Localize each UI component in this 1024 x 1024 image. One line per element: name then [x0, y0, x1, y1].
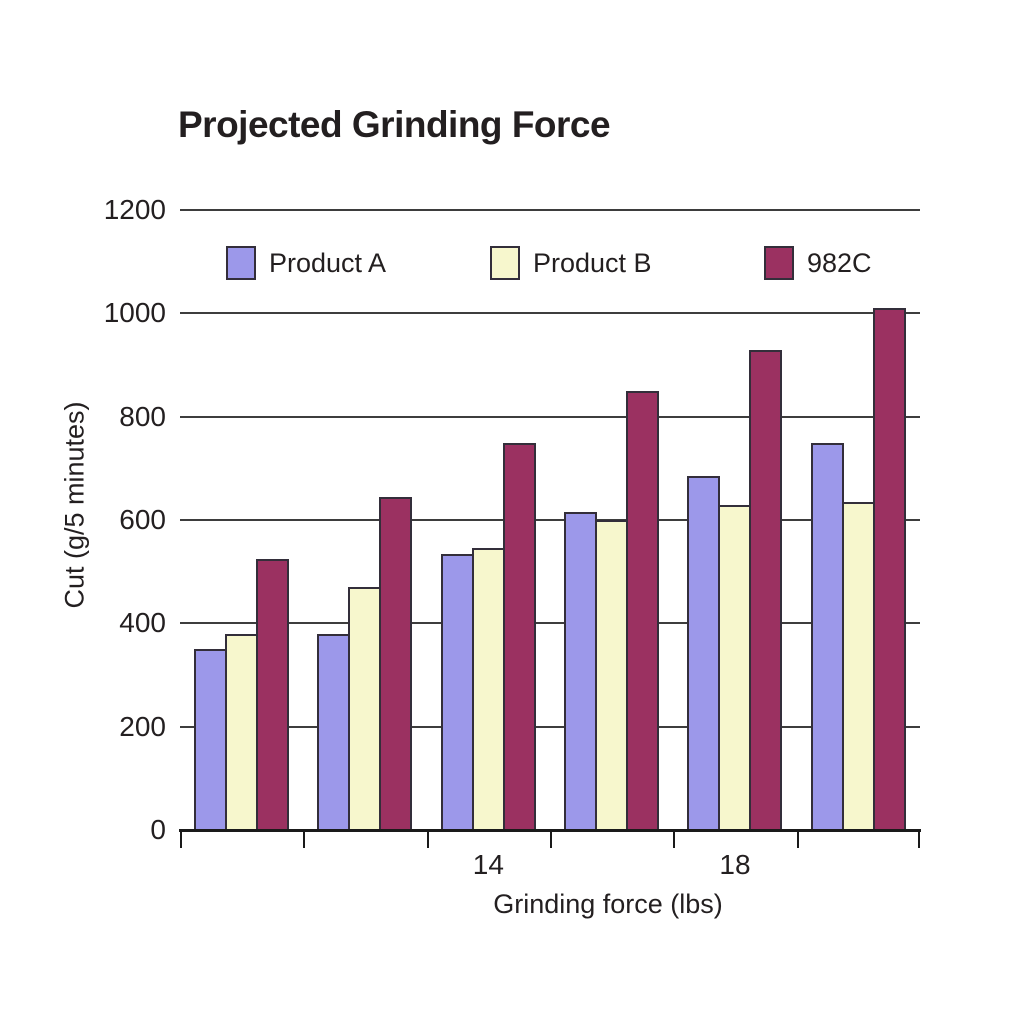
gridline-800 — [180, 415, 920, 418]
bar-product-a-group4 — [564, 512, 597, 832]
x-tick-6 — [918, 831, 920, 848]
x-tick-2 — [426, 831, 429, 848]
bar-product-b-group6 — [841, 501, 875, 832]
legend-swatch-icon — [490, 246, 520, 280]
bar-982c-group5 — [749, 349, 783, 832]
chart-title: Projected Grinding Force — [178, 104, 611, 145]
y-tick-label-1200: 1200 — [103, 194, 166, 225]
x-tick-0 — [180, 831, 182, 848]
legend-item-982c: 982C — [764, 246, 872, 280]
bar-982c-group2 — [379, 496, 413, 832]
bar-product-b-group2 — [348, 587, 382, 832]
bar-product-a-group1 — [194, 649, 227, 832]
bar-product-b-group4 — [595, 520, 628, 832]
y-tick-label-0: 0 — [150, 814, 166, 845]
y-axis-label: Cut (g/5 minutes) — [59, 401, 90, 609]
gridline-400 — [180, 622, 920, 625]
gridline-600 — [180, 519, 920, 521]
bar-982c-group6 — [872, 308, 906, 832]
y-tick-label-600: 600 — [119, 504, 166, 535]
bar-982c-group1 — [256, 558, 289, 832]
x-axis-label: Grinding force (lbs) — [493, 889, 723, 919]
legend-item-product-b: Product B — [490, 246, 652, 280]
bar-product-b-group5 — [718, 504, 752, 832]
bar-product-a-group2 — [317, 633, 351, 832]
gridline-1000 — [180, 312, 920, 315]
x-tick-4 — [673, 831, 676, 848]
legend-swatch-icon — [764, 246, 794, 280]
x-tick-label-18: 18 — [719, 849, 751, 880]
y-tick-label-1000: 1000 — [103, 297, 166, 329]
bar-product-a-group6 — [810, 442, 844, 832]
legend-item-product-a: Product A — [226, 246, 386, 280]
bar-product-a-group3 — [440, 553, 474, 832]
bar-product-b-group3 — [471, 548, 505, 832]
y-tick-label-200: 200 — [119, 710, 166, 742]
y-tick-label-800: 800 — [119, 400, 166, 432]
gridline-1200 — [180, 209, 920, 211]
x-axis-line — [179, 829, 921, 832]
bar-product-a-group5 — [687, 476, 721, 832]
x-tick-3 — [550, 831, 552, 848]
legend-swatch-icon — [226, 246, 256, 280]
x-tick-5 — [796, 831, 799, 848]
gridline-200 — [180, 725, 920, 728]
x-tick-label-14: 14 — [472, 849, 504, 880]
bar-982c-group3 — [502, 442, 536, 832]
x-tick-1 — [303, 831, 306, 848]
legend-label: Product A — [269, 247, 387, 278]
bar-product-b-group1 — [225, 633, 258, 832]
legend-label: Product B — [533, 247, 652, 278]
legend-label: 982C — [807, 247, 872, 278]
y-tick-label-400: 400 — [119, 607, 166, 639]
bar-982c-group4 — [626, 390, 659, 832]
